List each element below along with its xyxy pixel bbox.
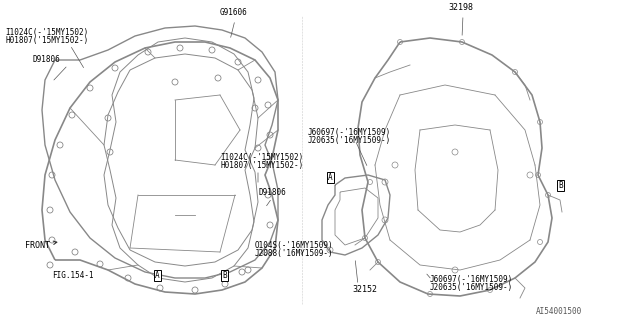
Text: 32152: 32152	[352, 285, 377, 294]
Text: H01807('15MY1502-): H01807('15MY1502-)	[5, 36, 88, 45]
Text: O104S(-'16MY1509): O104S(-'16MY1509)	[255, 241, 333, 250]
Text: AI54001500: AI54001500	[536, 307, 582, 316]
Text: D91806: D91806	[32, 55, 60, 64]
Text: J2088('16MY1509-): J2088('16MY1509-)	[255, 249, 333, 258]
Text: I1024C(-'15MY1502): I1024C(-'15MY1502)	[220, 153, 303, 162]
Text: J60697(-'16MY1509): J60697(-'16MY1509)	[430, 275, 513, 284]
Text: FRONT: FRONT	[25, 241, 57, 250]
Text: H01807('15MY1502-): H01807('15MY1502-)	[220, 161, 303, 170]
Text: J20635('16MY1509-): J20635('16MY1509-)	[430, 283, 513, 292]
Text: B: B	[558, 181, 563, 190]
Text: B: B	[222, 271, 227, 280]
Text: 32198: 32198	[448, 3, 473, 12]
Text: D91806: D91806	[258, 188, 285, 197]
Text: FIG.154-1: FIG.154-1	[52, 271, 93, 280]
Text: A: A	[328, 173, 333, 182]
Text: J60697(-'16MY1509): J60697(-'16MY1509)	[308, 128, 391, 137]
Text: I1024C(-'15MY1502): I1024C(-'15MY1502)	[5, 28, 88, 37]
Text: A: A	[155, 271, 159, 280]
Text: G91606: G91606	[220, 8, 248, 17]
Text: J20635('16MY1509-): J20635('16MY1509-)	[308, 136, 391, 145]
